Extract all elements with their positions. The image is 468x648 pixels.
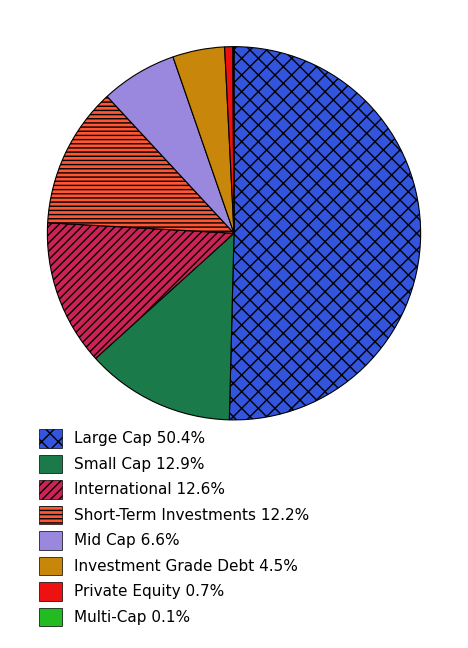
Wedge shape	[48, 97, 234, 233]
Wedge shape	[225, 47, 234, 233]
Wedge shape	[47, 223, 234, 358]
Wedge shape	[229, 47, 421, 420]
Wedge shape	[233, 47, 234, 233]
Wedge shape	[107, 57, 234, 233]
Wedge shape	[95, 233, 234, 420]
Legend: Large Cap 50.4%, Small Cap 12.9%, International 12.6%, Short-Term Investments 12: Large Cap 50.4%, Small Cap 12.9%, Intern…	[31, 421, 317, 634]
Wedge shape	[173, 47, 234, 233]
